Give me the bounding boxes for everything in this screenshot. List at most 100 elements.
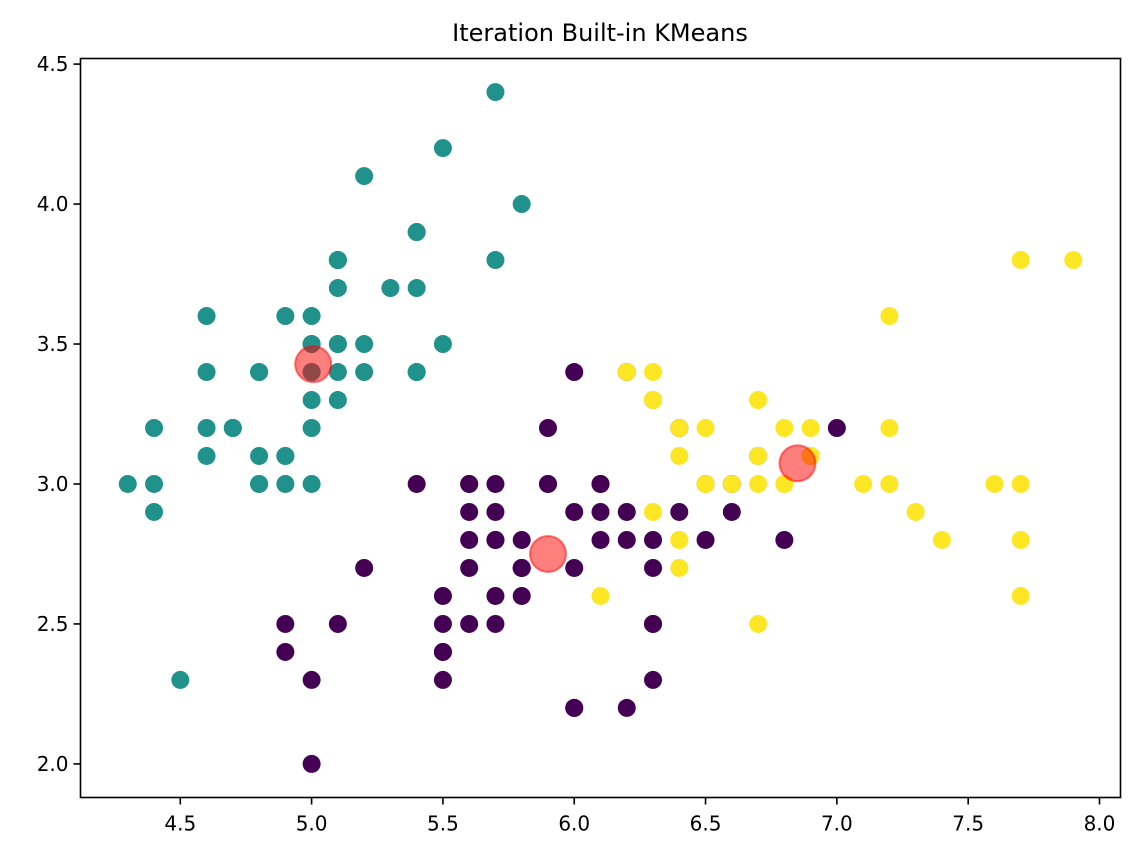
y-tick-label: 2.0 (37, 752, 69, 776)
data-point-cluster-1 (433, 335, 452, 354)
data-point-cluster-0 (565, 558, 584, 577)
data-point-cluster-2 (670, 558, 689, 577)
data-point-cluster-1 (328, 363, 347, 382)
centroid-layer (294, 345, 817, 573)
data-point-cluster-1 (145, 474, 164, 493)
data-point-cluster-2 (1011, 530, 1030, 549)
data-point-cluster-1 (145, 419, 164, 437)
data-point-cluster-0 (460, 614, 479, 633)
data-point-cluster-2 (617, 363, 636, 382)
data-point-cluster-1 (276, 446, 295, 465)
data-point-cluster-1 (250, 446, 269, 465)
data-point-cluster-1 (381, 279, 400, 298)
centroid-marker (294, 345, 333, 384)
data-point-cluster-0 (722, 502, 741, 521)
data-point-cluster-0 (538, 419, 557, 437)
data-point-cluster-2 (854, 474, 873, 493)
data-point-cluster-2 (880, 307, 899, 326)
chart-title: Iteration Built-in KMeans (452, 19, 748, 47)
data-point-cluster-0 (433, 670, 452, 689)
data-point-cluster-1 (302, 307, 321, 326)
data-point-cluster-2 (775, 419, 794, 437)
data-point-cluster-0 (591, 530, 610, 549)
centroid-marker (528, 534, 567, 573)
data-point-cluster-1 (145, 502, 164, 521)
data-point-cluster-2 (1064, 251, 1083, 270)
data-point-cluster-1 (355, 363, 374, 382)
data-point-cluster-1 (250, 363, 269, 382)
data-point-cluster-0 (565, 363, 584, 382)
data-point-cluster-2 (1011, 474, 1030, 493)
y-tick-label: 4.0 (37, 192, 69, 216)
data-point-cluster-1 (328, 251, 347, 270)
data-point-cluster-0 (512, 530, 531, 549)
data-point-cluster-0 (512, 558, 531, 577)
data-point-cluster-1 (276, 307, 295, 326)
data-point-cluster-1 (486, 251, 505, 270)
data-point-cluster-1 (355, 167, 374, 186)
data-point-cluster-2 (985, 474, 1004, 493)
data-point-cluster-1 (197, 419, 216, 437)
y-tick-label: 3.0 (37, 472, 69, 496)
data-point-cluster-1 (328, 391, 347, 410)
data-point-cluster-0 (644, 670, 663, 689)
data-point-cluster-0 (775, 530, 794, 549)
data-point-cluster-2 (644, 363, 663, 382)
data-point-cluster-0 (565, 698, 584, 717)
y-tick-label: 2.5 (37, 612, 69, 636)
x-tick-label: 6.0 (558, 812, 590, 836)
data-point-cluster-0 (644, 558, 663, 577)
data-point-cluster-2 (644, 502, 663, 521)
data-point-cluster-0 (486, 474, 505, 493)
data-point-cluster-2 (749, 391, 768, 410)
data-point-cluster-1 (197, 307, 216, 326)
data-point-cluster-1 (486, 83, 505, 102)
data-point-cluster-0 (538, 474, 557, 493)
x-tick-label: 7.5 (952, 812, 984, 836)
data-point-cluster-2 (749, 474, 768, 493)
data-point-cluster-1 (512, 195, 531, 214)
data-point-cluster-2 (722, 474, 741, 493)
data-point-cluster-1 (433, 139, 452, 158)
data-point-cluster-2 (696, 419, 715, 437)
data-point-cluster-0 (433, 586, 452, 605)
data-point-cluster-2 (591, 586, 610, 605)
data-point-cluster-2 (880, 474, 899, 493)
data-point-cluster-2 (749, 446, 768, 465)
x-tick-label: 8.0 (1084, 812, 1116, 836)
data-point-cluster-0 (433, 642, 452, 661)
data-point-cluster-1 (250, 474, 269, 493)
data-point-cluster-0 (460, 502, 479, 521)
x-tick-label: 7.0 (821, 812, 853, 836)
data-point-cluster-1 (223, 419, 242, 437)
data-point-cluster-2 (670, 446, 689, 465)
data-point-cluster-0 (486, 586, 505, 605)
data-point-cluster-1 (171, 670, 190, 689)
data-point-cluster-0 (617, 530, 636, 549)
data-point-cluster-2 (749, 614, 768, 633)
y-tick-label: 4.5 (37, 52, 69, 76)
centroid-marker (778, 444, 817, 483)
data-point-cluster-0 (460, 558, 479, 577)
data-point-cluster-2 (1011, 586, 1030, 605)
x-axis: 4.5 5.0 5.5 6.0 6.5 7.0 7.5 8.0 (164, 797, 1116, 836)
points-layer (118, 83, 1083, 773)
data-point-cluster-0 (302, 754, 321, 773)
data-point-cluster-2 (1011, 251, 1030, 270)
data-point-cluster-2 (670, 419, 689, 437)
data-point-cluster-0 (565, 502, 584, 521)
data-point-cluster-1 (276, 474, 295, 493)
y-axis: 2.0 2.5 3.0 3.5 4.0 4.5 (37, 52, 81, 776)
x-tick-label: 6.5 (690, 812, 722, 836)
data-point-cluster-0 (617, 502, 636, 521)
data-point-cluster-0 (486, 530, 505, 549)
data-point-cluster-0 (827, 419, 846, 437)
data-point-cluster-0 (486, 502, 505, 521)
data-point-cluster-1 (302, 474, 321, 493)
data-point-cluster-0 (302, 670, 321, 689)
data-point-cluster-0 (460, 474, 479, 493)
data-point-cluster-1 (407, 223, 426, 242)
data-point-cluster-2 (880, 419, 899, 437)
data-point-cluster-1 (355, 335, 374, 354)
